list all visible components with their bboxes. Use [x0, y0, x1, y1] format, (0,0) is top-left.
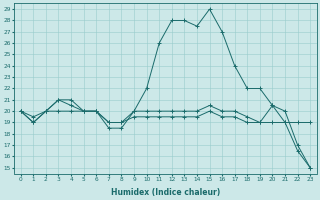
X-axis label: Humidex (Indice chaleur): Humidex (Indice chaleur) [111, 188, 220, 197]
